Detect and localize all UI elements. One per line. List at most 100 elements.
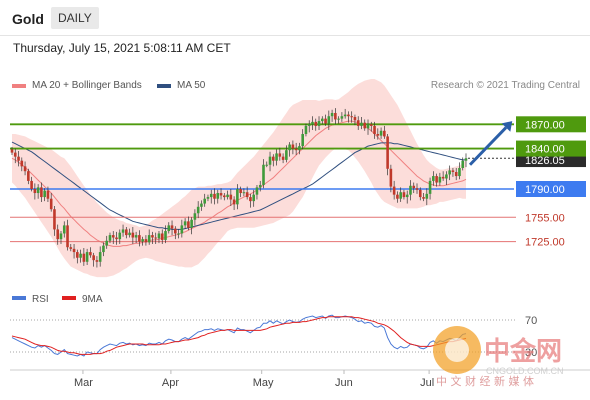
candle-body	[115, 237, 118, 240]
candle-body	[223, 195, 226, 198]
candle-body	[285, 150, 288, 160]
candle-body	[379, 130, 383, 136]
symbol-title: Gold	[12, 11, 44, 27]
candle-body	[311, 121, 314, 125]
candle-body	[376, 134, 380, 136]
candle-body	[369, 124, 373, 126]
legend-bollinger: MA 20 + Bollinger Bands	[12, 80, 142, 91]
candle-body	[193, 213, 197, 220]
candle-body	[160, 233, 164, 240]
candle-body	[111, 235, 115, 238]
candle-body	[236, 189, 239, 205]
candle-body	[128, 232, 131, 236]
candle-body	[170, 225, 174, 229]
candle-body	[102, 245, 105, 253]
candle-body	[249, 197, 252, 202]
candle-body	[125, 229, 128, 236]
candle-body	[428, 180, 432, 194]
candle-body	[229, 194, 233, 200]
forecast-arrow-layer	[468, 121, 514, 166]
candle-body	[13, 152, 17, 157]
candle-body	[255, 187, 259, 195]
candle-body	[265, 164, 269, 166]
candle-body	[278, 153, 282, 157]
candle-body	[432, 176, 435, 181]
candle-body	[340, 116, 344, 119]
legend-label-9ma: 9MA	[82, 294, 103, 305]
candle-body	[307, 124, 311, 126]
candle-body	[298, 146, 301, 151]
candle-body	[56, 229, 60, 240]
candle-body	[320, 118, 324, 122]
legend-swatch-9ma	[62, 296, 76, 300]
candle-body	[304, 125, 308, 135]
level-label-1755.00: 1755.00	[525, 212, 565, 224]
candle-body	[232, 199, 236, 205]
x-tick-label-Jun: Jun	[335, 377, 353, 389]
candle-body	[226, 194, 229, 198]
candle-body	[412, 185, 416, 189]
candle-body	[337, 118, 340, 120]
candle-body	[43, 190, 46, 198]
candle-body	[252, 194, 255, 202]
candle-body	[157, 233, 161, 239]
watermark-cn: 中金网	[484, 336, 562, 367]
candle-body	[464, 158, 468, 161]
moving-average-layer	[11, 120, 467, 247]
candle-body	[454, 172, 458, 177]
rsi-series-rsi	[11, 314, 467, 357]
candle-body	[435, 176, 438, 183]
candle-body	[258, 184, 262, 188]
candle-body	[59, 233, 63, 240]
research-credit: Research © 2021 Trading Central	[430, 80, 580, 91]
candle-body	[389, 168, 393, 187]
candle-body	[242, 192, 246, 194]
candle-body	[451, 170, 455, 173]
candle-body	[79, 253, 82, 258]
candle-body	[151, 235, 154, 238]
candle-body	[62, 225, 66, 234]
rsi-level-label-70: 70	[525, 315, 537, 327]
candle-body	[268, 156, 272, 165]
x-tick-label-May: May	[253, 377, 274, 389]
candle-body	[409, 185, 412, 195]
candle-body	[392, 186, 396, 195]
candle-body	[383, 130, 386, 137]
candle-body	[154, 237, 158, 239]
candle-body	[196, 206, 200, 214]
candle-body	[203, 198, 207, 204]
rsi-series-9ma	[11, 316, 467, 355]
candle-body	[343, 114, 347, 117]
x-tick-label-Jul: Jul	[420, 377, 434, 389]
candle-body	[10, 149, 14, 153]
candle-body	[118, 232, 122, 240]
candle-body	[89, 252, 92, 256]
candle-body	[17, 156, 20, 161]
candle-body	[350, 116, 353, 118]
candle-body	[294, 148, 298, 151]
forecast-arrow-head-icon	[501, 121, 513, 132]
candle-body	[92, 255, 95, 261]
candle-body	[399, 192, 402, 199]
candle-body	[27, 171, 30, 181]
x-tick-label-Mar: Mar	[74, 377, 93, 389]
level-label-1725.00: 1725.00	[525, 237, 565, 249]
candle-body	[415, 188, 419, 190]
candle-body	[213, 193, 216, 199]
interval-button[interactable]: DAILY	[51, 7, 99, 29]
candle-body	[108, 235, 112, 241]
candle-body	[72, 248, 76, 253]
candle-body	[69, 247, 73, 249]
candle-body	[219, 193, 223, 196]
watermark: 中金网 CNGOLD.COM.CN 中 文 财 经 新 媒 体	[433, 326, 564, 388]
ma50-line	[11, 141, 466, 230]
watermark-logo-inner-icon	[445, 338, 469, 362]
level-tag-1840.00	[516, 140, 586, 157]
legend-swatch-rsi	[12, 296, 26, 300]
candle-body	[425, 193, 429, 199]
candle-body	[262, 164, 265, 185]
candle-body	[190, 219, 193, 228]
candle-body	[301, 134, 304, 147]
candle-body	[386, 136, 389, 169]
candle-body	[82, 253, 86, 262]
